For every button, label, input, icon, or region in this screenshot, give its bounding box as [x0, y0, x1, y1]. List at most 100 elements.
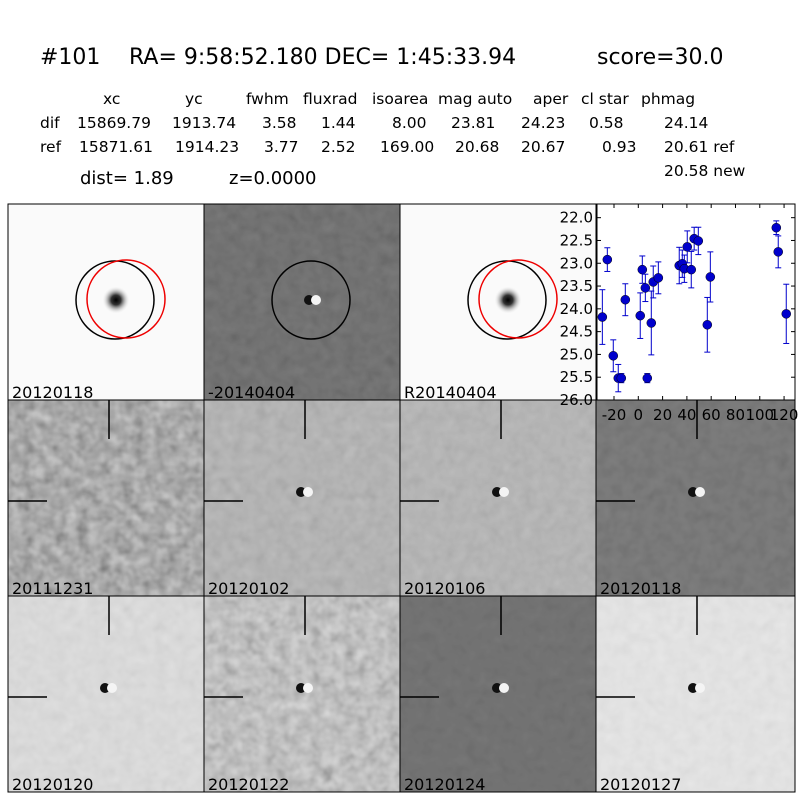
point — [771, 222, 782, 233]
table-cell: 0.93 — [602, 138, 637, 156]
point — [682, 242, 693, 252]
cutout-frame — [595, 595, 796, 793]
x-tick-label: 100 — [745, 406, 774, 424]
x-tick-label: 120 — [770, 406, 799, 424]
y-tick-label: 26.0 — [560, 391, 593, 409]
point — [773, 247, 783, 257]
point — [608, 351, 619, 361]
cutout-label: 20120102 — [208, 579, 289, 598]
source-negative — [304, 295, 314, 305]
source-positive — [695, 487, 705, 497]
point — [781, 309, 792, 319]
point — [620, 294, 631, 305]
point — [597, 312, 608, 322]
cutout-label: 20120127 — [600, 775, 681, 794]
table-cell: 169.00 — [380, 138, 434, 156]
cutout-label: 20120118 — [12, 383, 93, 402]
cutout-noise — [8, 400, 204, 596]
source-positive — [303, 487, 313, 497]
plot-frame — [596, 203, 796, 401]
parameter-table: xc yc fwhm fluxrad isoarea mag auto aper cl sta… — [40, 90, 746, 180]
point — [705, 272, 716, 282]
table-cell: 1914.23 — [175, 138, 239, 156]
column-header: mag auto — [438, 90, 512, 108]
point — [693, 236, 704, 246]
y-tick-label: 25.0 — [560, 345, 593, 363]
table-cell: 24.14 — [664, 114, 708, 132]
cutout-label: 20120106 — [404, 579, 485, 598]
column-header: xc — [103, 90, 120, 108]
cutout-noise — [204, 204, 400, 400]
point — [646, 318, 657, 328]
column-header: phmag — [641, 90, 695, 108]
cutout-noise — [8, 596, 204, 792]
y-tick-label: 24.5 — [560, 323, 593, 341]
source-positive — [311, 295, 321, 305]
cutout-noise — [596, 400, 795, 596]
distance: dist= 1.89 — [80, 168, 174, 189]
point — [653, 273, 664, 283]
x-tick-label: 80 — [726, 406, 745, 424]
table-cell: 1.44 — [321, 114, 356, 132]
table-cell: 3.58 — [262, 114, 297, 132]
table-cell: 20.61 ref — [664, 138, 735, 156]
table-cell: dif — [40, 114, 60, 132]
point — [602, 254, 613, 265]
point — [640, 283, 651, 293]
cutout-label: 20120122 — [208, 775, 289, 794]
table-cell: 20.67 — [521, 138, 565, 156]
light-curve: 22.0 22.5 23.0 23.5 24.0 24.5 25.0 25.5 26.0 -20 0… — [560, 203, 799, 424]
column-header: cl star — [581, 90, 629, 108]
source-positive — [107, 683, 117, 693]
x-tick-label: 0 — [634, 406, 644, 424]
source-positive — [499, 683, 509, 693]
x-tick-label: 40 — [677, 406, 696, 424]
aperture-ref — [478, 259, 558, 339]
source — [494, 286, 522, 314]
table-cell: 20.58 new — [664, 162, 746, 180]
source-positive — [499, 487, 509, 497]
source-positive — [303, 683, 313, 693]
source-negative — [296, 683, 306, 693]
point — [637, 264, 648, 275]
column-header: yc — [185, 90, 203, 108]
point — [616, 373, 627, 383]
table-cell: 20.68 — [455, 138, 499, 156]
table-cell: 24.23 — [521, 114, 565, 132]
aperture — [271, 260, 351, 340]
point — [642, 373, 653, 383]
y-tick-label: 22.5 — [560, 231, 593, 249]
table-cell: 15869.79 — [77, 114, 151, 132]
coordinates: RA= 9:58:52.180 DEC= 1:45:33.94 — [129, 45, 516, 70]
cutout-noise — [400, 400, 596, 596]
cutout-label: R20140404 — [404, 383, 497, 402]
y-tick-label: 23.0 — [560, 254, 593, 272]
table-cell: 3.77 — [264, 138, 299, 156]
point — [686, 264, 697, 275]
cutout-noise — [400, 596, 596, 792]
source-negative — [492, 487, 502, 497]
aperture-ref — [86, 259, 166, 339]
table-cell: ref — [40, 138, 62, 156]
table-cell: 2.52 — [321, 138, 356, 156]
point — [702, 320, 713, 330]
y-tick-label: 24.0 — [560, 300, 593, 318]
cutout-label: 20120120 — [12, 775, 93, 794]
source-negative — [688, 683, 698, 693]
x-tick-label: 60 — [702, 406, 721, 424]
source — [102, 286, 130, 314]
cutout-noise — [596, 596, 795, 792]
y-tick-label: 23.5 — [560, 277, 593, 295]
x-tick-label: -20 — [602, 406, 627, 424]
cutout-label: -20140404 — [208, 383, 295, 402]
y-tick-label: 25.5 — [560, 368, 593, 386]
point — [635, 310, 645, 321]
table-cell: 8.00 — [392, 114, 427, 132]
redshift: z=0.0000 — [229, 168, 317, 189]
source-negative — [492, 683, 502, 693]
x-tick-label: 20 — [653, 406, 672, 424]
cutout-noise — [204, 596, 400, 792]
column-header: aper — [533, 90, 569, 108]
cutout-noise — [204, 400, 400, 596]
